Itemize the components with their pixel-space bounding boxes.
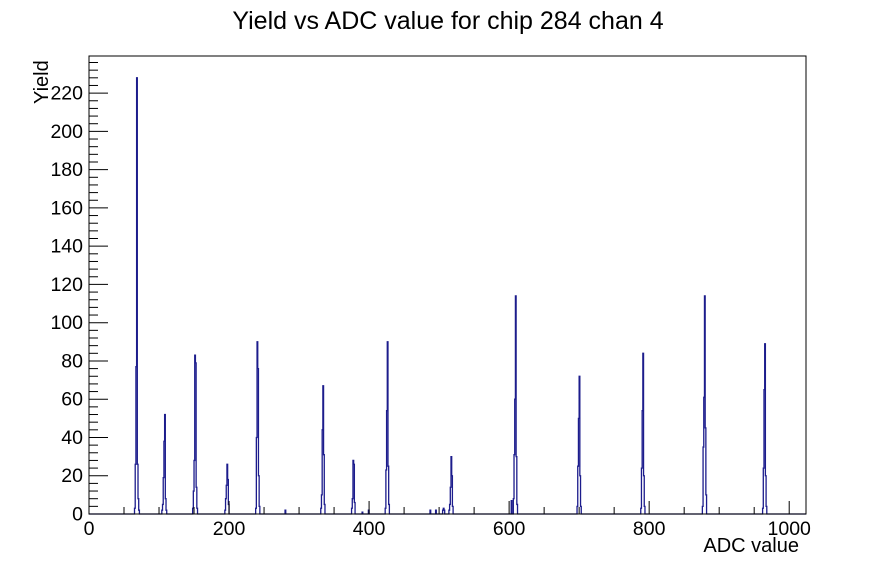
x-tick-label: 400 <box>353 518 386 540</box>
y-tick-label: 220 <box>50 83 83 105</box>
y-tick-label: 160 <box>50 197 83 219</box>
y-tick-label: 60 <box>61 389 83 411</box>
y-tick-label: 20 <box>61 465 83 487</box>
y-tick-label: 0 <box>72 504 83 526</box>
y-tick-label: 100 <box>50 312 83 334</box>
y-tick-label: 200 <box>50 121 83 143</box>
x-axis-title: ADC value <box>703 535 799 557</box>
histogram-line <box>89 77 806 515</box>
y-tick-label: 180 <box>50 159 83 181</box>
chart-title: Yield vs ADC value for chip 284 chan 4 <box>232 7 664 35</box>
y-tick-label: 120 <box>50 274 83 296</box>
x-tick-label: 200 <box>213 518 246 540</box>
x-tick-label: 600 <box>493 518 526 540</box>
y-tick-label: 40 <box>61 427 83 449</box>
y-tick-label: 140 <box>50 236 83 258</box>
x-tick-label: 0 <box>84 518 95 540</box>
y-tick-label: 80 <box>61 350 83 372</box>
x-tick-label: 800 <box>633 518 666 540</box>
x-tick-label: 1000 <box>768 518 812 540</box>
plot-frame <box>88 55 807 515</box>
